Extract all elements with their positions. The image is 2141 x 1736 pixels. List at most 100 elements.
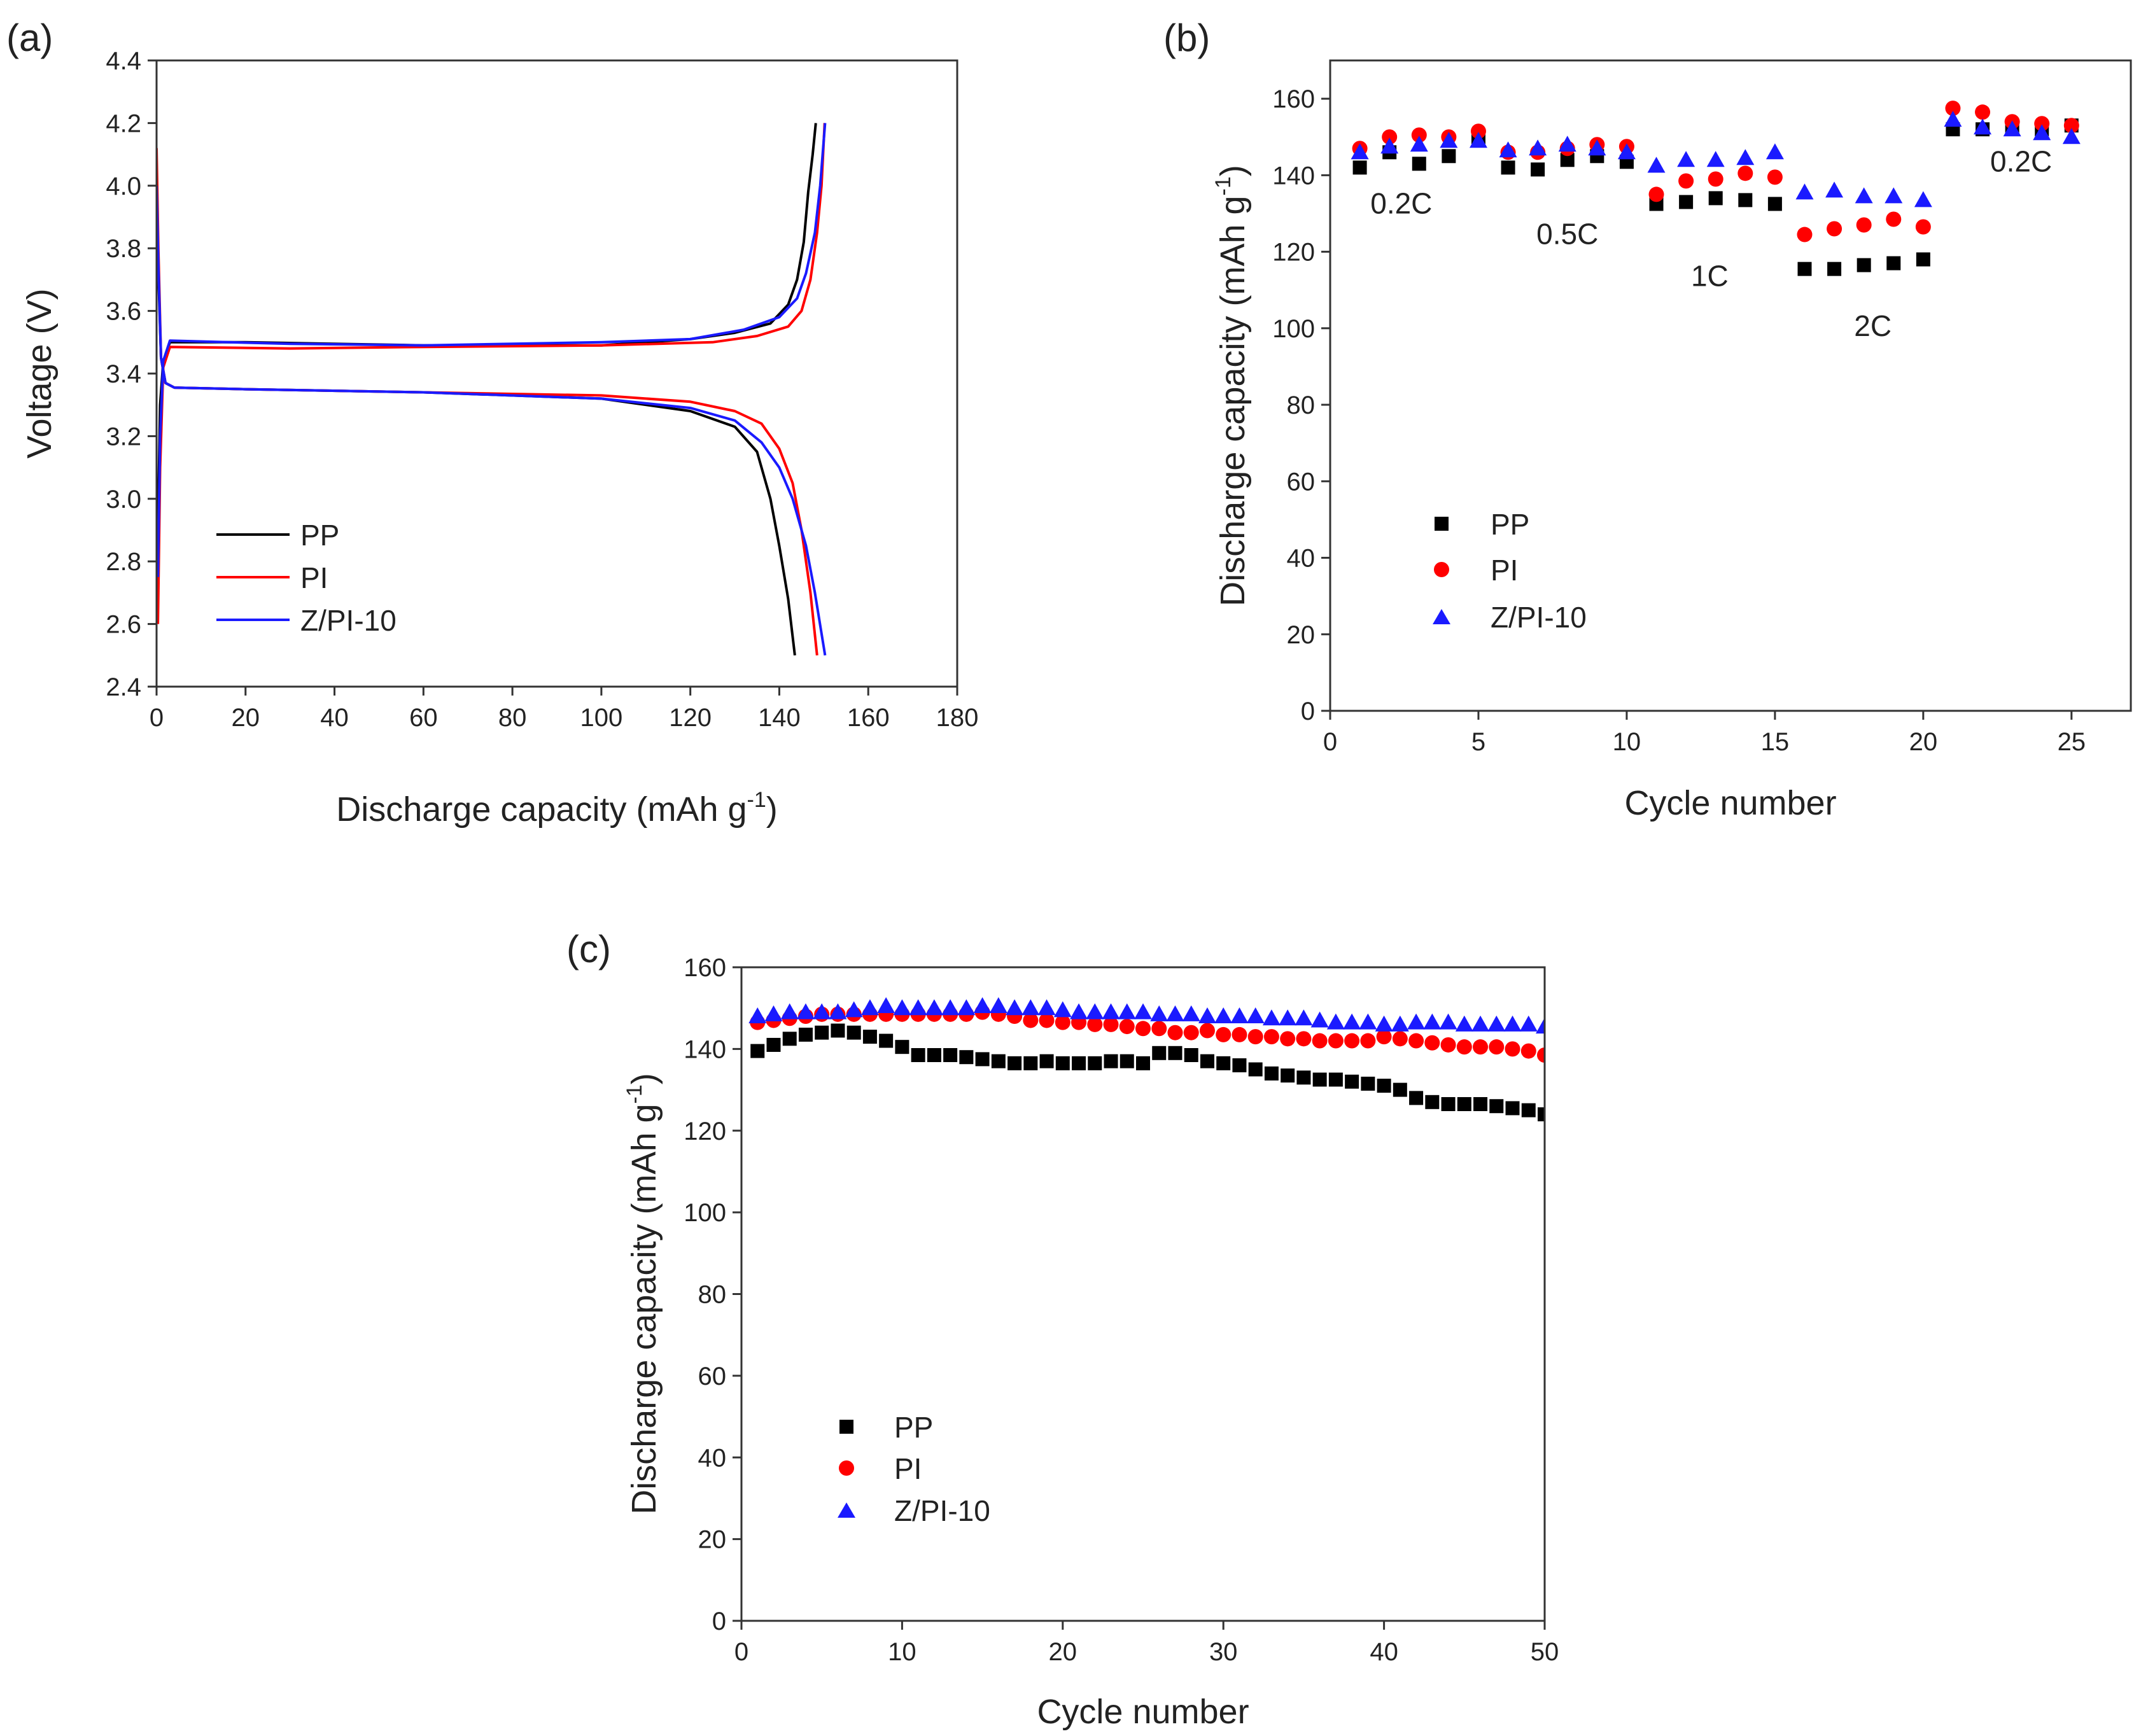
point-pi xyxy=(1473,1039,1489,1055)
point-pp xyxy=(1377,1079,1391,1093)
point-zpi10 xyxy=(780,1003,799,1019)
c-rate-annotation: 0.2C xyxy=(1990,144,2052,178)
point-pp xyxy=(1521,1103,1536,1117)
c-rate-annotation: 0.2C xyxy=(1370,186,1432,220)
point-zpi10 xyxy=(1053,1001,1072,1018)
panel-c-xticks: 0 10 20 30 40 50 xyxy=(734,1621,1559,1666)
point-pi xyxy=(2034,116,2050,132)
series-line-pi-discharge xyxy=(157,148,818,656)
point-zpi10 xyxy=(1407,1013,1426,1030)
point-zpi10 xyxy=(1182,1005,1200,1021)
point-pi xyxy=(1151,1021,1167,1037)
point-pp xyxy=(1738,193,1753,207)
point-zpi10 xyxy=(1343,1013,1361,1030)
point-zpi10 xyxy=(1440,132,1458,148)
point-zpi10 xyxy=(1677,151,1695,167)
point-zpi10 xyxy=(1262,1009,1281,1026)
legend-marker-pp xyxy=(1435,517,1449,531)
point-zpi10 xyxy=(1855,187,1873,204)
point-pp xyxy=(831,1023,845,1038)
point-pi xyxy=(1945,101,1961,116)
legend-marker-pp xyxy=(839,1420,853,1434)
point-pi xyxy=(1232,1026,1247,1042)
panel-b-x-axis-label: Cycle number xyxy=(1624,784,1836,822)
point-pi xyxy=(1247,1029,1263,1045)
legend-label-zpi10: Z/PI-10 xyxy=(894,1494,990,1527)
point-zpi10 xyxy=(1558,136,1576,152)
point-pp xyxy=(1104,1054,1118,1068)
panel-b-yticks: 0 20 40 60 80 100 120 140 160 xyxy=(1272,85,1330,725)
point-zpi10 xyxy=(1214,1007,1233,1024)
panel-c-legend: PP PI Z/PI-10 xyxy=(838,1411,990,1527)
panel-b-label: (b) xyxy=(1163,17,1210,59)
point-zpi10 xyxy=(909,999,927,1016)
point-zpi10 xyxy=(1974,118,1992,135)
point-pi xyxy=(1886,211,1902,227)
panel-a: (a) 2.4 2.6 2.8 3.0 3.2 3.4 3.6 3.8 4.0 4.2 4.4 0 2… xyxy=(6,17,978,829)
point-zpi10 xyxy=(1536,1018,1545,1034)
x-tick-label: 25 xyxy=(2058,728,2086,756)
point-pp xyxy=(911,1048,925,1063)
point-zpi10 xyxy=(1021,999,1040,1016)
point-pp xyxy=(1393,1082,1407,1097)
point-zpi10 xyxy=(1410,136,1428,152)
point-pp xyxy=(959,1050,974,1065)
y-tick-label: 4.0 xyxy=(106,172,141,200)
panel-a-x-axis-label: Discharge capacity (mAh g-1) xyxy=(336,788,777,829)
x-tick-label: 0 xyxy=(150,704,164,732)
y-tick-label: 3.4 xyxy=(106,360,141,388)
x-tick-label: 15 xyxy=(1761,728,1790,756)
point-zpi10 xyxy=(877,997,895,1013)
point-pp xyxy=(1409,1091,1424,1105)
x-tick-label: 30 xyxy=(1209,1638,1238,1666)
point-pp xyxy=(815,1025,829,1040)
point-zpi10 xyxy=(1617,143,1636,160)
y-tick-label: 0 xyxy=(712,1607,726,1635)
point-zpi10 xyxy=(1795,183,1814,200)
y-tick-label: 3.2 xyxy=(106,423,141,451)
point-zpi10 xyxy=(1885,187,1903,204)
point-pp xyxy=(1441,1097,1456,1112)
point-pp xyxy=(1538,1107,1545,1122)
point-pi xyxy=(1376,1029,1392,1045)
point-zpi10 xyxy=(796,1003,815,1019)
point-zpi10 xyxy=(1279,1009,1297,1026)
y-tick-label: 140 xyxy=(684,1035,726,1063)
point-pp xyxy=(1886,256,1901,270)
point-zpi10 xyxy=(1118,1003,1136,1019)
point-pp xyxy=(1531,162,1545,177)
point-zpi10 xyxy=(1765,143,1784,160)
point-pi xyxy=(1440,1037,1456,1053)
point-pi xyxy=(1055,1014,1070,1030)
point-zpi10 xyxy=(1499,141,1517,158)
point-pi xyxy=(1167,1025,1183,1040)
panel-a-y-axis-label: Voltage (V) xyxy=(20,288,59,458)
point-pp xyxy=(1200,1054,1214,1068)
point-pp xyxy=(991,1054,1006,1068)
point-pi xyxy=(1183,1025,1199,1040)
point-zpi10 xyxy=(1086,1003,1104,1019)
point-zpi10 xyxy=(2062,128,2081,144)
point-zpi10 xyxy=(829,1003,847,1019)
point-pp xyxy=(1797,262,1812,276)
point-pp xyxy=(1248,1062,1263,1077)
point-pp xyxy=(975,1052,990,1067)
point-pi xyxy=(1039,1012,1055,1028)
y-tick-label: 120 xyxy=(1272,239,1315,267)
point-pp xyxy=(1328,1072,1343,1087)
legend-marker-pi xyxy=(1434,562,1449,577)
point-pi xyxy=(1915,219,1931,235)
point-pp xyxy=(1023,1056,1038,1070)
panel-c-x-axis-label: Cycle number xyxy=(1037,1693,1249,1731)
point-zpi10 xyxy=(1469,132,1487,148)
panel-c-label: (c) xyxy=(566,928,611,970)
point-pi xyxy=(1856,217,1872,233)
point-pi xyxy=(1537,1047,1545,1063)
y-tick-label: 3.6 xyxy=(106,298,141,326)
point-zpi10 xyxy=(1487,1015,1506,1032)
x-tick-label: 180 xyxy=(936,704,979,732)
point-pp xyxy=(862,1030,877,1044)
point-zpi10 xyxy=(925,999,943,1016)
point-zpi10 xyxy=(1326,1013,1345,1030)
legend-label-pp: PP xyxy=(894,1411,933,1444)
